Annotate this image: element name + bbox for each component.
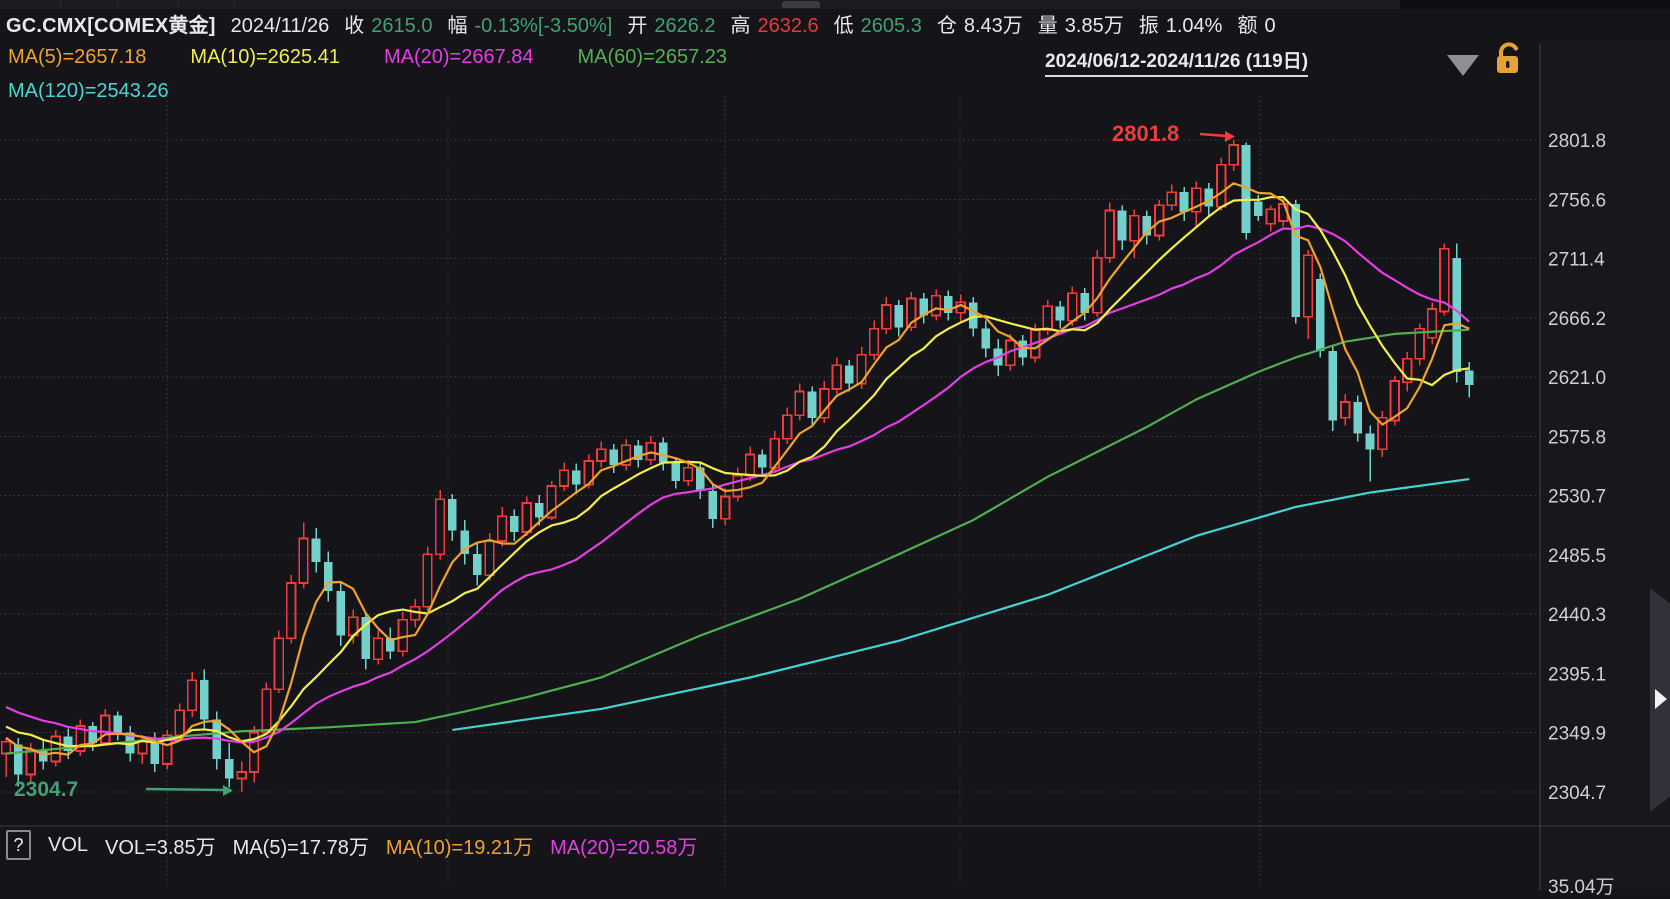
vol-ma10-value: MA(10)=19.21万 [385,836,534,859]
axis-layer: 2801.8 2756.6 2711.4 2666.2 2621.0 2575.8 2530… [0,44,1670,890]
chrome-fragment [60,2,62,7]
price-tick-label: 2530.7 [1548,487,1606,508]
turnover-value: 0 [1264,15,1276,37]
vol-ma20-value: MA(20)=20.58万 [550,836,698,859]
quote-field-open: 开 2626.2 [627,15,716,37]
quote-field-low: 低 2605.3 [833,15,922,37]
chrome-fragment [233,2,235,7]
chevron-down-icon[interactable] [1447,55,1479,76]
ma-lines-layer [5,182,1470,756]
volume-legend: ? VOL VOL=3.85万 MA(5)=17.78万 MA(10)=19.2… [6,830,697,860]
price-tick-label: 2575.8 [1548,427,1606,448]
price-annotation: 2801.8 [1112,121,1179,146]
ma10-line [5,195,1470,748]
price-annotation: 2304.7 [14,778,78,801]
ma60-legend: MA(60)=2657.23 [577,46,728,68]
open-interest-value: 8.43万 [963,15,1023,37]
ma10-legend: MA(10)=2625.41 [190,46,340,68]
high-value: 2632.6 [757,15,819,37]
price-tick-label: 2666.2 [1548,309,1606,330]
amplitude-value: 1.04% [1165,15,1223,37]
quote-date: 2024/11/26 [230,15,330,37]
ma20-legend: MA(20)=2667.84 [383,46,534,68]
volume-value: 3.85万 [1064,15,1124,37]
panel-expand-tab[interactable] [1650,588,1670,812]
price-tick-label: 2304.7 [1548,783,1606,804]
date-range-label: 2024/06/12-2024/11/26 (119日) [1045,51,1309,72]
unlock-icon[interactable] [1492,41,1528,79]
change-value: -0.13%[-3.50%] [474,15,613,37]
quote-field-amplitude: 振 1.04% [1138,15,1223,37]
ma5-line [5,182,1470,756]
ma5-legend: MA(5)=2657.18 [8,46,147,68]
quote-field-close: 收 2615.0 [344,15,433,37]
annotations-layer: 2801.8 2304.7 [14,121,1235,801]
price-tick-label: 2349.9 [1548,724,1606,745]
chrome-fragment [177,2,179,7]
ma120-legend: MA(120)=2543.26 [8,80,169,102]
arrowhead-icon [223,785,233,796]
ma60-line [5,328,1470,755]
price-tick-label: 2395.1 [1548,664,1606,685]
help-button[interactable]: ? [6,830,31,860]
arrowhead-icon [1225,131,1235,142]
quote-field-openinterest: 仓 8.43万 [937,9,1023,38]
quote-header: GC.CMX[COMEX黄金] 2024/11/26 收 2615.0 幅 -0.1… [6,9,1276,37]
quote-field-high: 高 2632.6 [730,15,819,37]
price-tick-label: 2440.3 [1548,605,1606,626]
chrome-fragment [117,2,119,7]
quote-field-volume: 量 3.85万 [1038,9,1124,38]
ma-legend-row: MA(5)=2657.18 MA(10)=2625.41 MA(20)=2667… [8,46,727,69]
price-tick-label: 2711.4 [1548,250,1605,271]
symbol-name: GC.CMX[COMEX黄金] [6,15,216,37]
close-value: 2615.0 [371,15,433,37]
browser-top-strip [0,0,1670,9]
chrome-fragment [782,1,820,8]
open-value: 2626.2 [654,15,716,37]
volume-axis-max-label: 35.04万 [1548,877,1615,898]
low-value: 2605.3 [860,15,922,37]
ma120-legend-row: MA(120)=2543.26 [8,80,169,103]
expand-right-icon [1655,689,1667,709]
volume-indicator-name[interactable]: VOL [48,833,89,856]
vol-value: VOL=3.85万 [105,836,216,859]
price-tick-label: 2801.8 [1548,131,1606,152]
ma120-line [452,477,1470,732]
quote-field-change: 幅 -0.13%[-3.50%] [447,15,613,37]
price-tick-label: 2485.5 [1548,546,1606,567]
candles-layer [0,140,1474,792]
vol-ma5-value: MA(5)=17.78万 [232,836,369,859]
ma20-line [5,224,1470,744]
chrome-fragment [1400,0,1670,9]
price-tick-label: 2756.6 [1548,190,1606,211]
date-range-selector[interactable]: 2024/06/12-2024/11/26 (119日) [1045,46,1309,77]
gridlines-layer [0,96,1540,888]
price-tick-label: 2621.0 [1548,368,1606,389]
